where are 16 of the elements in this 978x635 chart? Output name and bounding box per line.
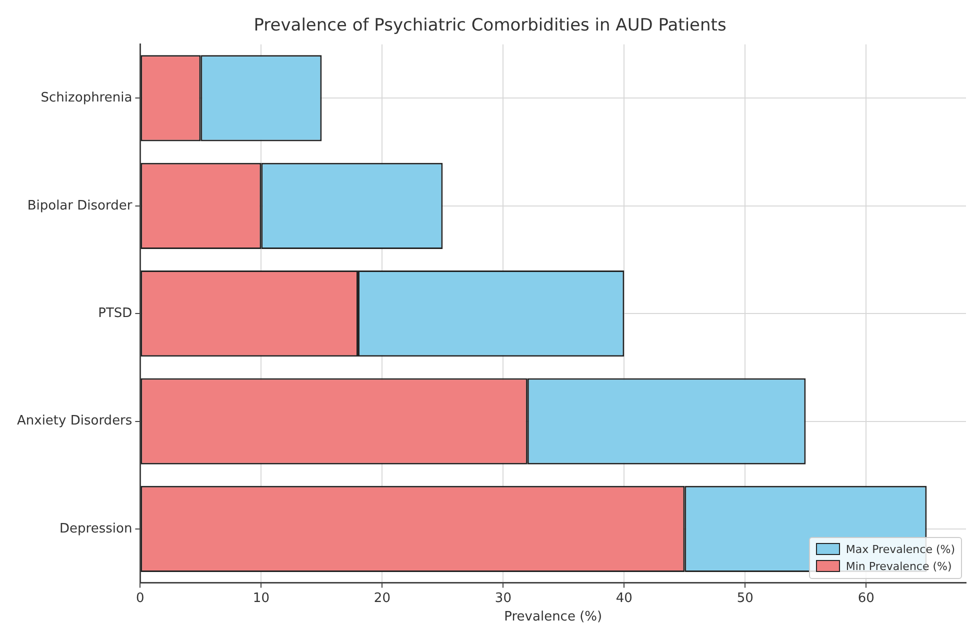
x-tick-label: 10 — [252, 590, 270, 606]
y-tick-label: Depression — [60, 521, 132, 536]
x-tick-label: 40 — [616, 590, 632, 606]
y-tick-label: Bipolar Disorder — [27, 198, 133, 214]
x-tick-label: 20 — [374, 590, 390, 606]
legend-label: Max Prevalence (%) — [846, 542, 955, 558]
x-tick-label: 0 — [136, 590, 144, 606]
y-tick-label: Anxiety Disorders — [16, 414, 132, 429]
x-tick-label: 60 — [858, 590, 874, 606]
x-axis-title: Prevalence (%) — [504, 610, 602, 625]
y-tick-label: PTSD — [98, 306, 132, 321]
legend-label: Min Prevalence (%) — [846, 558, 952, 575]
x-tick-label: 30 — [494, 590, 512, 606]
y-tick-label: Schizophrenia — [40, 90, 132, 106]
chart-title: Prevalence of Psychiatric Comorbidities in AUD Patients — [254, 16, 726, 36]
x-tick-label: 50 — [736, 590, 754, 606]
